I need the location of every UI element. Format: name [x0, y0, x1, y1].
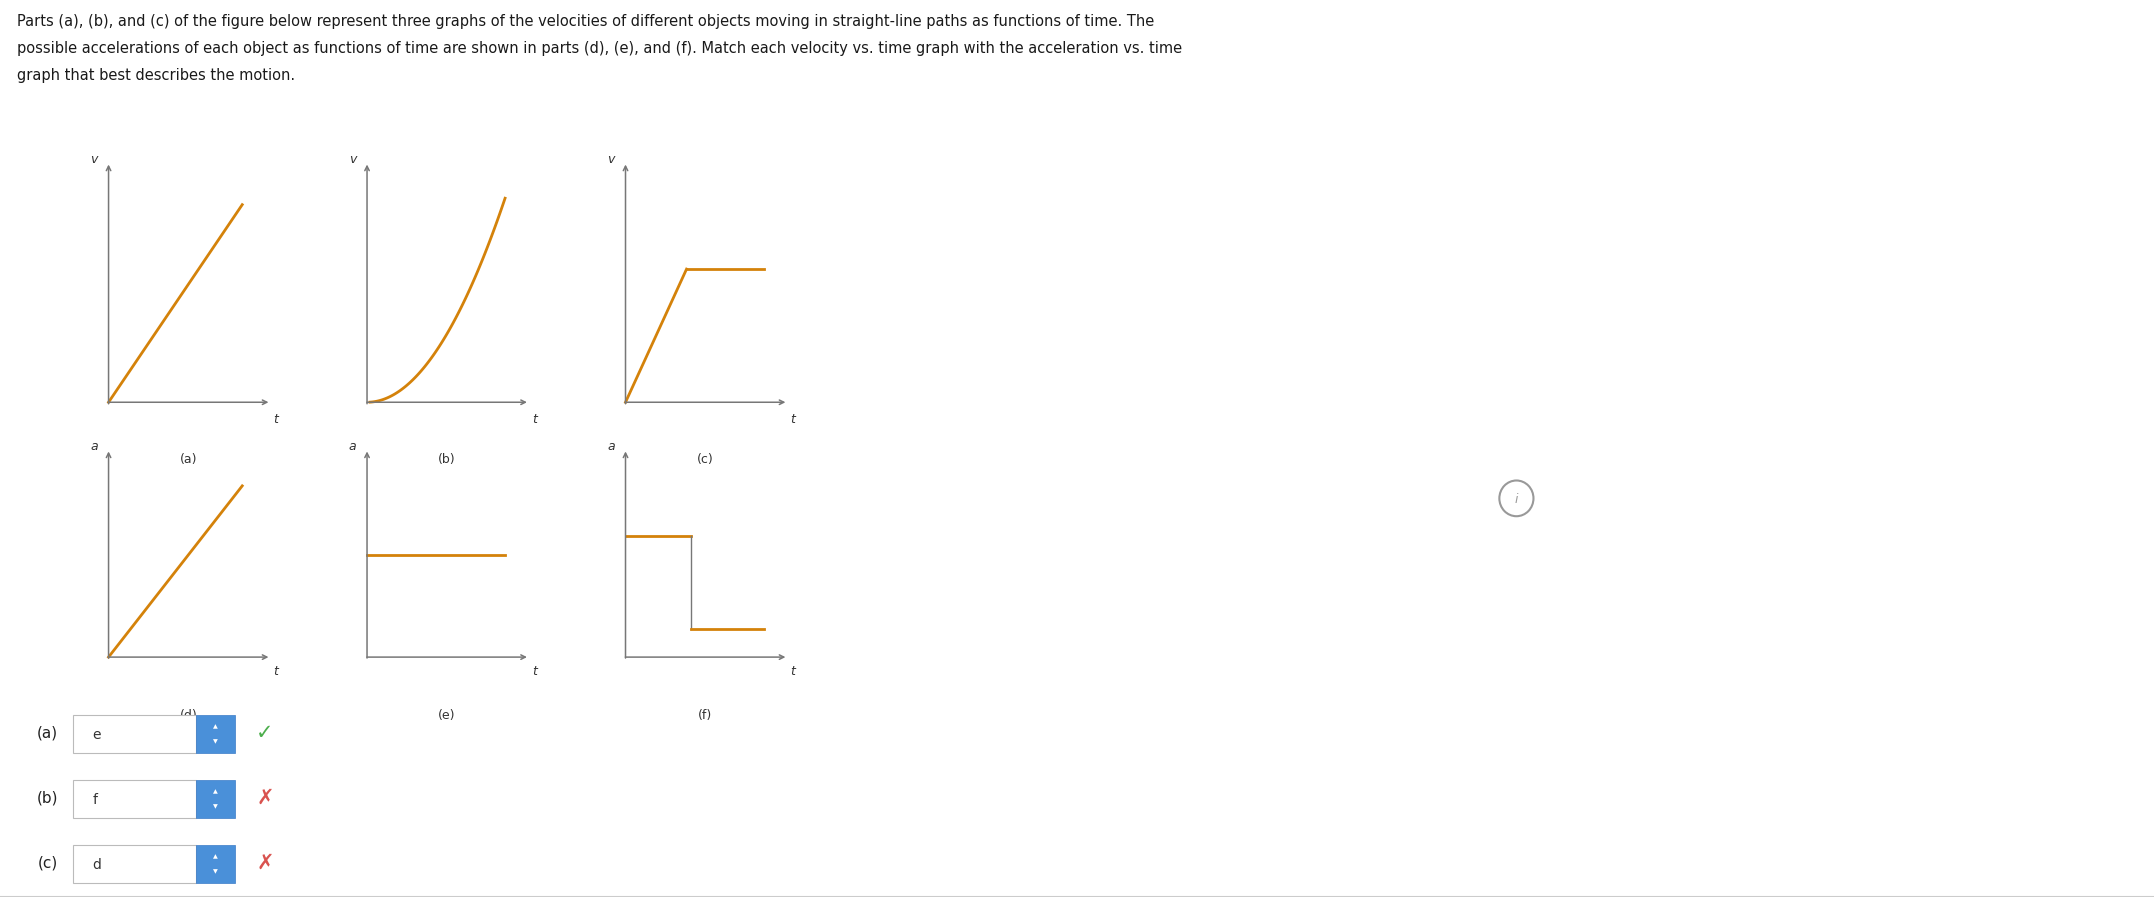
- Bar: [73, 715, 196, 753]
- Text: (b): (b): [37, 791, 58, 805]
- Text: possible accelerations of each object as functions of time are shown in parts (d: possible accelerations of each object as…: [17, 41, 1183, 56]
- Text: t: t: [274, 413, 278, 426]
- Text: ▲: ▲: [213, 789, 218, 794]
- Text: t: t: [791, 413, 795, 426]
- Text: a: a: [607, 440, 614, 454]
- Text: ✗: ✗: [256, 788, 274, 808]
- Text: a: a: [349, 440, 355, 454]
- Text: ▼: ▼: [213, 870, 218, 874]
- Text: (e): (e): [437, 709, 457, 722]
- Text: ✓: ✓: [256, 723, 274, 743]
- Text: t: t: [532, 413, 536, 426]
- Bar: [73, 780, 196, 818]
- Text: d: d: [93, 858, 101, 872]
- Text: ▼: ▼: [213, 805, 218, 809]
- Text: (b): (b): [437, 453, 457, 465]
- Text: (f): (f): [698, 709, 713, 722]
- Bar: [196, 715, 235, 753]
- Text: graph that best describes the motion.: graph that best describes the motion.: [17, 68, 295, 83]
- Bar: [196, 845, 235, 883]
- Text: v: v: [607, 153, 614, 166]
- Text: a: a: [90, 440, 97, 454]
- Text: ▲: ▲: [213, 724, 218, 729]
- Text: e: e: [93, 728, 101, 742]
- Text: (c): (c): [37, 856, 58, 870]
- Text: ▲: ▲: [213, 854, 218, 859]
- Text: ✗: ✗: [256, 853, 274, 873]
- Text: (a): (a): [179, 453, 198, 465]
- Bar: [73, 845, 196, 883]
- Bar: [196, 780, 235, 818]
- Text: (d): (d): [179, 709, 198, 722]
- Text: Parts (a), (b), and (c) of the figure below represent three graphs of the veloci: Parts (a), (b), and (c) of the figure be…: [17, 14, 1155, 29]
- Text: v: v: [349, 153, 355, 166]
- Text: i: i: [1514, 493, 1519, 507]
- Text: f: f: [93, 793, 97, 807]
- Text: ▼: ▼: [213, 740, 218, 744]
- Text: v: v: [90, 153, 97, 166]
- Text: t: t: [532, 666, 536, 678]
- Text: t: t: [791, 666, 795, 678]
- Text: (a): (a): [37, 726, 58, 741]
- Text: (c): (c): [698, 453, 713, 465]
- Text: t: t: [274, 666, 278, 678]
